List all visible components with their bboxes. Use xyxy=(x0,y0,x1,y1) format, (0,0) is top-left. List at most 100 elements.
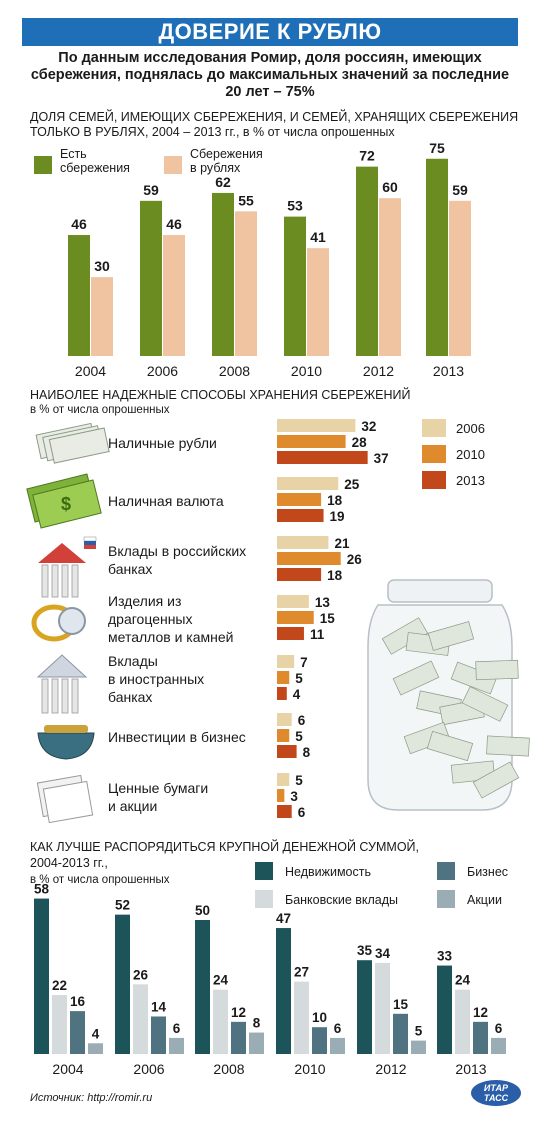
legend-label-2006: 2006 xyxy=(456,421,485,436)
legend-swatch-2006 xyxy=(422,419,446,437)
data-label-row3-2006: 21 xyxy=(334,536,350,551)
column xyxy=(51,564,59,598)
x-tick-2013: 2013 xyxy=(433,363,464,379)
source-note: Источник: http://romir.ru xyxy=(30,1092,153,1104)
data-label-2008-s2: 24 xyxy=(213,973,229,988)
bar-row7-2013 xyxy=(277,805,292,818)
data-label-2013-s1: 75 xyxy=(429,140,445,156)
data-label-2012-s2: 34 xyxy=(375,946,391,961)
legend-swatch-2010 xyxy=(422,445,446,463)
data-label-row5-2010: 5 xyxy=(295,671,303,686)
data-label-2004-s3: 16 xyxy=(70,994,86,1009)
banknotes-icon xyxy=(35,422,110,464)
data-label-2006-s4: 6 xyxy=(173,1021,181,1036)
chart1-title: ДОЛЯ СЕМЕЙ, ИМЕЮЩИХ СБЕРЕЖЕНИЯ, И СЕМЕЙ,… xyxy=(30,110,519,139)
chart3-subtitle: в % от числа опрошенных xyxy=(30,874,170,886)
data-label-2008-s1: 50 xyxy=(195,903,210,918)
bar-2010-s1 xyxy=(284,216,306,356)
x-tick-2008: 2008 xyxy=(219,363,250,379)
legend-swatch-4 xyxy=(437,890,455,908)
flag-blue xyxy=(84,541,96,545)
column xyxy=(61,564,69,598)
banknote xyxy=(48,427,110,464)
data-label-2010-s3: 10 xyxy=(312,1010,327,1025)
bar-2008-s2 xyxy=(213,989,228,1054)
bar-row5-2006 xyxy=(277,655,295,668)
x-tick-2006: 2006 xyxy=(147,363,178,379)
data-label-2006-s1: 59 xyxy=(143,182,159,198)
x-tick-2010: 2010 xyxy=(291,363,322,379)
bar-row3-2010 xyxy=(277,552,341,565)
data-label-2004-s4: 4 xyxy=(92,1026,100,1041)
bar-2006-s1 xyxy=(115,914,130,1054)
row-label-5: Вклады в иностранных банках xyxy=(108,653,204,705)
bar-2004-s2 xyxy=(52,995,67,1054)
bar-row1-2006 xyxy=(277,419,356,432)
legend-swatch-2013 xyxy=(422,471,446,489)
column xyxy=(51,678,59,714)
x-tick-2012: 2012 xyxy=(375,1061,406,1077)
data-label-2013-s2: 59 xyxy=(452,182,468,198)
page-subtitle: По данным исследования Ромир, доля росси… xyxy=(30,50,510,100)
data-label-2013-s3: 12 xyxy=(473,1005,488,1020)
data-label-2004-s1: 58 xyxy=(34,882,50,897)
chart2-title: НАИБОЛЕЕ НАДЕЖНЫЕ СПОСОБЫ ХРАНЕНИЯ СБЕРЕ… xyxy=(30,388,411,402)
data-label-2008-s1: 62 xyxy=(215,174,231,190)
bank-building-foreign-icon xyxy=(36,654,88,714)
row-label-3: Вклады в российских банках xyxy=(108,543,246,577)
itar-tass-logo: ИТАР ТАСС xyxy=(471,1080,521,1106)
data-label-row6-2010: 5 xyxy=(295,729,303,744)
data-label-row1-2006: 32 xyxy=(361,419,376,434)
column xyxy=(71,564,79,598)
bar-2004-s1 xyxy=(34,898,49,1054)
bar-2008-s1 xyxy=(212,192,234,356)
data-label-2008-s4: 8 xyxy=(253,1016,261,1031)
bar-2013-s4 xyxy=(491,1037,506,1054)
data-label-row3-2013: 18 xyxy=(327,568,343,583)
data-label-row5-2006: 7 xyxy=(300,655,308,670)
row-label-2: Наличная валюта xyxy=(108,493,224,509)
data-label-2006-s3: 14 xyxy=(151,999,167,1014)
chart2-subtitle: в % от числа опрошенных xyxy=(30,404,170,416)
bar-2008-s1 xyxy=(195,920,210,1054)
x-tick-2012: 2012 xyxy=(363,363,394,379)
data-label-row6-2013: 8 xyxy=(303,745,311,760)
data-label-2010-s1: 53 xyxy=(287,198,303,214)
bar-2008-s3 xyxy=(231,1021,246,1054)
bar-2012-s1 xyxy=(357,960,372,1054)
jar-banknote xyxy=(426,730,474,762)
bar-2013-s3 xyxy=(473,1021,488,1054)
row-label-4: Изделия из драгоценных металлов и камней xyxy=(108,593,234,645)
data-label-2008-s3: 12 xyxy=(231,1005,246,1020)
legend-swatch-2 xyxy=(164,156,182,174)
ring-icon xyxy=(31,604,86,642)
x-tick-2004: 2004 xyxy=(75,363,106,379)
bar-2012-s2 xyxy=(375,962,390,1054)
data-label-row7-2010: 3 xyxy=(290,789,298,804)
bar-row6-2010 xyxy=(277,729,290,742)
bar-2012-s2 xyxy=(379,198,401,356)
bar-row2-2013 xyxy=(277,509,324,522)
bar-2010-s3 xyxy=(312,1027,327,1054)
purse-icon xyxy=(37,725,95,760)
data-label-row3-2010: 26 xyxy=(347,552,363,567)
bar-row1-2010 xyxy=(277,435,346,448)
bar-row3-2006 xyxy=(277,536,329,549)
x-tick-2013: 2013 xyxy=(455,1061,486,1077)
bar-2008-s4 xyxy=(249,1032,264,1054)
column xyxy=(61,678,69,714)
bar-row7-2006 xyxy=(277,773,290,786)
bar-row5-2013 xyxy=(277,687,287,700)
jar-neck xyxy=(387,579,493,603)
x-tick-2008: 2008 xyxy=(213,1061,244,1077)
bar-row3-2013 xyxy=(277,568,322,581)
roof xyxy=(36,654,88,678)
legend-swatch-3 xyxy=(437,862,455,880)
legend-label-1: Есть сбережения xyxy=(60,147,130,175)
data-label-row4-2010: 15 xyxy=(320,611,336,626)
chart3-title: КАК ЛУЧШЕ РАСПОРЯДИТЬСЯ КРУПНОЙ ДЕНЕЖНОЙ… xyxy=(30,840,419,854)
data-label-row4-2013: 11 xyxy=(310,627,325,642)
bar-2010-s2 xyxy=(294,981,309,1054)
data-label-2013-s2: 24 xyxy=(455,973,471,988)
row-label-7: Ценные бумаги и акции xyxy=(108,780,208,814)
